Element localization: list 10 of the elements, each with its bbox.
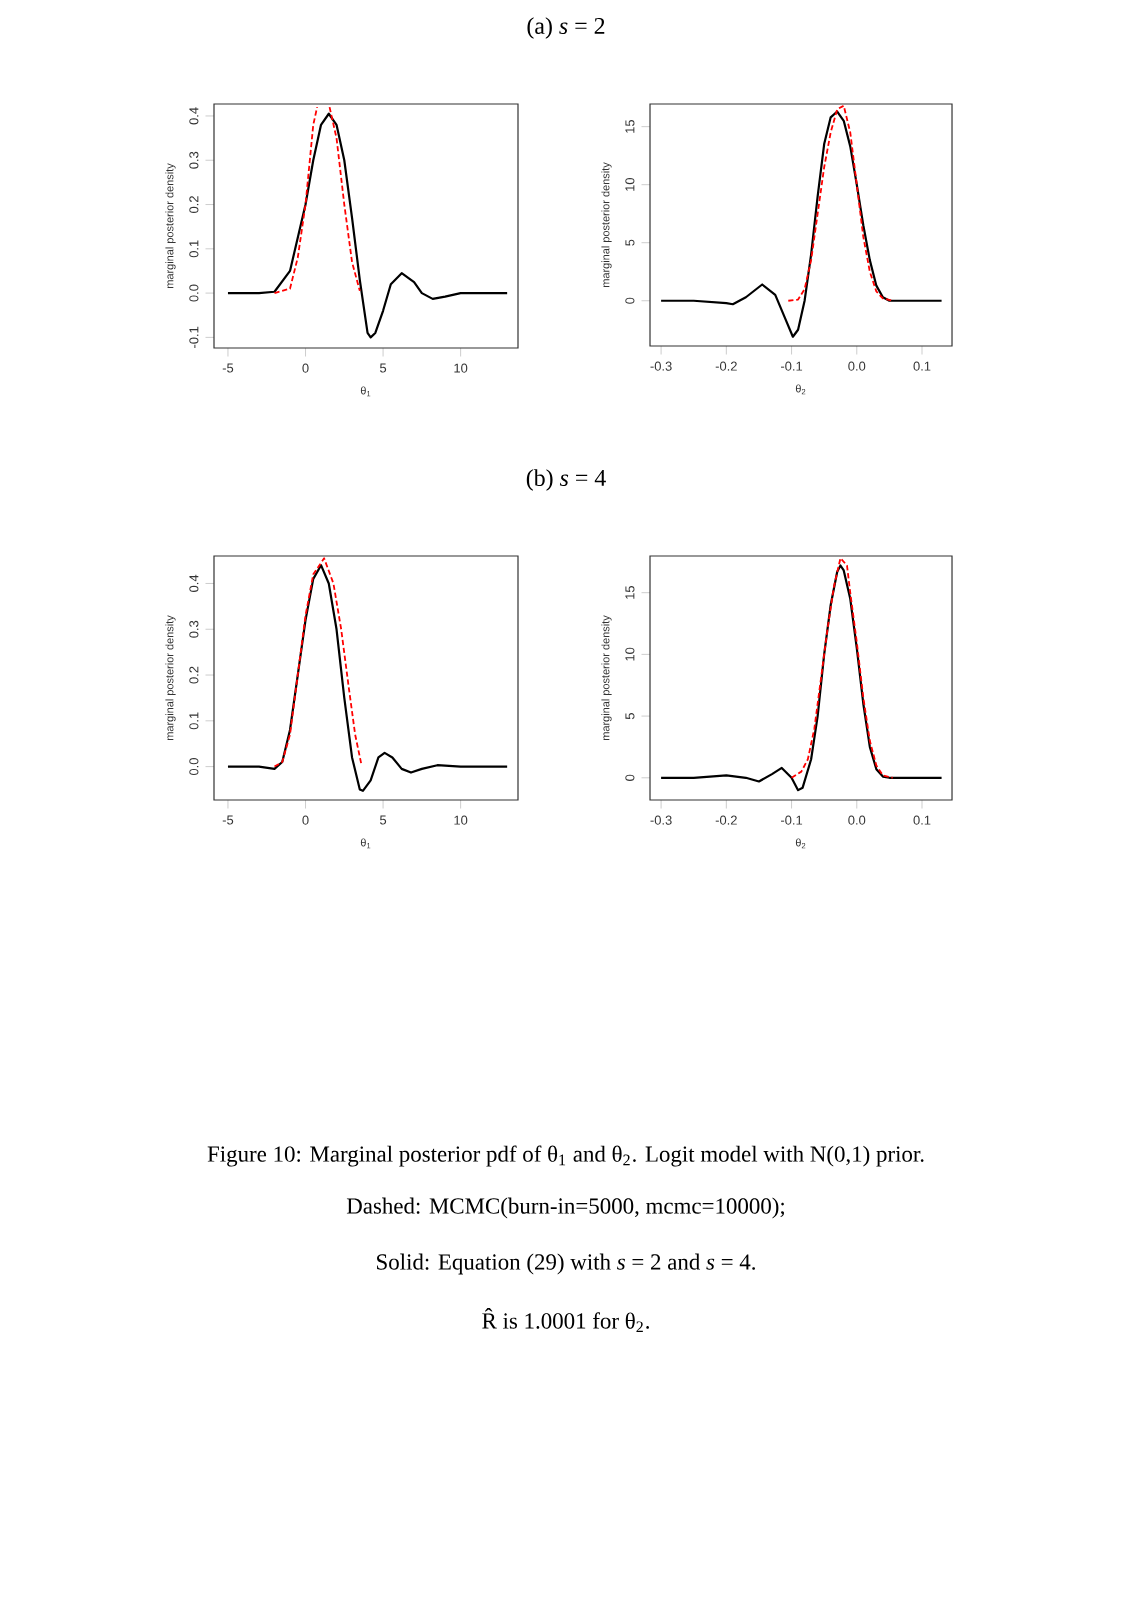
text: R̂ is 1.0001 for θ$_{2}$. — [482, 1308, 649, 1333]
line-series — [787, 104, 894, 302]
text: (b) s = 4 — [526, 469, 606, 491]
text: (a) s = 2 — [527, 17, 605, 39]
line-series — [659, 564, 943, 792]
line-series — [273, 557, 363, 768]
text: Dashed: MCMC(burn-in=5000, mcmc=10000); — [346, 1197, 784, 1219]
line-series — [226, 564, 509, 792]
caption: Figure 10: Marginal posterior pdf of θ$_{1}$ and θ$_{2}$. Logit model with N(0,1) prior. — [207, 1145, 924, 1167]
text: Solid: Equation (29) with s = 2 and s = 4. — [377, 1253, 755, 1275]
